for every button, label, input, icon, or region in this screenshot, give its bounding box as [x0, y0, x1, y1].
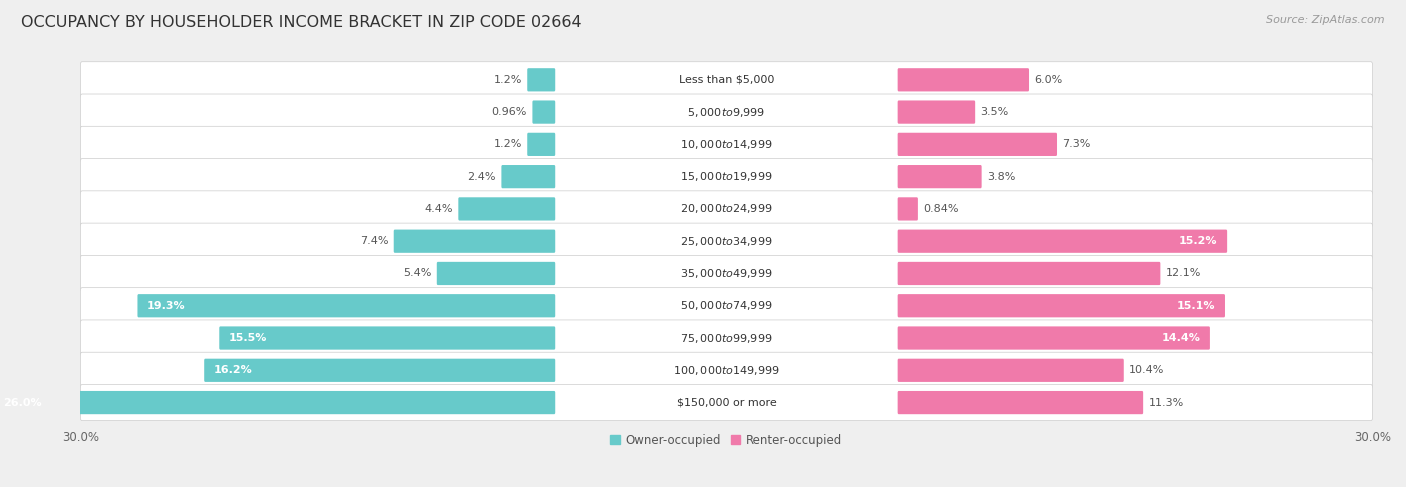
Text: 3.8%: 3.8% — [987, 171, 1015, 182]
Text: 6.0%: 6.0% — [1035, 75, 1063, 85]
FancyBboxPatch shape — [897, 68, 1029, 92]
FancyBboxPatch shape — [80, 159, 1372, 195]
FancyBboxPatch shape — [80, 191, 1372, 227]
Text: 3.5%: 3.5% — [980, 107, 1010, 117]
FancyBboxPatch shape — [80, 62, 1372, 98]
FancyBboxPatch shape — [219, 326, 555, 350]
Text: 19.3%: 19.3% — [148, 301, 186, 311]
FancyBboxPatch shape — [533, 100, 555, 124]
Text: $25,000 to $34,999: $25,000 to $34,999 — [681, 235, 773, 248]
FancyBboxPatch shape — [897, 197, 918, 221]
FancyBboxPatch shape — [80, 126, 1372, 163]
FancyBboxPatch shape — [897, 326, 1211, 350]
FancyBboxPatch shape — [527, 68, 555, 92]
FancyBboxPatch shape — [80, 320, 1372, 356]
Text: 10.4%: 10.4% — [1129, 365, 1164, 375]
Text: $15,000 to $19,999: $15,000 to $19,999 — [681, 170, 773, 183]
Text: Source: ZipAtlas.com: Source: ZipAtlas.com — [1267, 15, 1385, 25]
FancyBboxPatch shape — [394, 229, 555, 253]
FancyBboxPatch shape — [458, 197, 555, 221]
Text: $150,000 or more: $150,000 or more — [676, 397, 776, 408]
Text: 12.1%: 12.1% — [1166, 268, 1201, 279]
FancyBboxPatch shape — [80, 223, 1372, 259]
Legend: Owner-occupied, Renter-occupied: Owner-occupied, Renter-occupied — [610, 434, 842, 447]
Text: 15.5%: 15.5% — [229, 333, 267, 343]
Text: 15.2%: 15.2% — [1180, 236, 1218, 246]
Text: $100,000 to $149,999: $100,000 to $149,999 — [673, 364, 780, 377]
Text: 16.2%: 16.2% — [214, 365, 253, 375]
Text: 15.1%: 15.1% — [1177, 301, 1215, 311]
Text: $20,000 to $24,999: $20,000 to $24,999 — [681, 203, 773, 215]
FancyBboxPatch shape — [897, 165, 981, 188]
FancyBboxPatch shape — [897, 133, 1057, 156]
Text: 5.4%: 5.4% — [404, 268, 432, 279]
Text: $10,000 to $14,999: $10,000 to $14,999 — [681, 138, 773, 151]
FancyBboxPatch shape — [897, 229, 1227, 253]
FancyBboxPatch shape — [897, 391, 1143, 414]
FancyBboxPatch shape — [437, 262, 555, 285]
Text: 4.4%: 4.4% — [425, 204, 453, 214]
FancyBboxPatch shape — [897, 359, 1123, 382]
FancyBboxPatch shape — [502, 165, 555, 188]
FancyBboxPatch shape — [80, 352, 1372, 388]
Text: 26.0%: 26.0% — [3, 397, 41, 408]
FancyBboxPatch shape — [80, 385, 1372, 421]
Text: 0.96%: 0.96% — [492, 107, 527, 117]
FancyBboxPatch shape — [897, 294, 1225, 318]
FancyBboxPatch shape — [897, 100, 976, 124]
Text: 11.3%: 11.3% — [1149, 397, 1184, 408]
Text: Less than $5,000: Less than $5,000 — [679, 75, 775, 85]
FancyBboxPatch shape — [204, 359, 555, 382]
FancyBboxPatch shape — [0, 391, 555, 414]
FancyBboxPatch shape — [80, 94, 1372, 130]
FancyBboxPatch shape — [80, 255, 1372, 292]
Text: $35,000 to $49,999: $35,000 to $49,999 — [681, 267, 773, 280]
FancyBboxPatch shape — [138, 294, 555, 318]
Text: 2.4%: 2.4% — [468, 171, 496, 182]
Text: 1.2%: 1.2% — [494, 139, 522, 150]
Text: $50,000 to $74,999: $50,000 to $74,999 — [681, 299, 773, 312]
FancyBboxPatch shape — [80, 288, 1372, 324]
Text: 0.84%: 0.84% — [924, 204, 959, 214]
Text: 1.2%: 1.2% — [494, 75, 522, 85]
Text: $5,000 to $9,999: $5,000 to $9,999 — [688, 106, 766, 119]
Text: $75,000 to $99,999: $75,000 to $99,999 — [681, 332, 773, 344]
FancyBboxPatch shape — [527, 133, 555, 156]
Text: 7.3%: 7.3% — [1063, 139, 1091, 150]
FancyBboxPatch shape — [897, 262, 1160, 285]
Text: 7.4%: 7.4% — [360, 236, 388, 246]
Text: OCCUPANCY BY HOUSEHOLDER INCOME BRACKET IN ZIP CODE 02664: OCCUPANCY BY HOUSEHOLDER INCOME BRACKET … — [21, 15, 582, 30]
Text: 14.4%: 14.4% — [1161, 333, 1201, 343]
